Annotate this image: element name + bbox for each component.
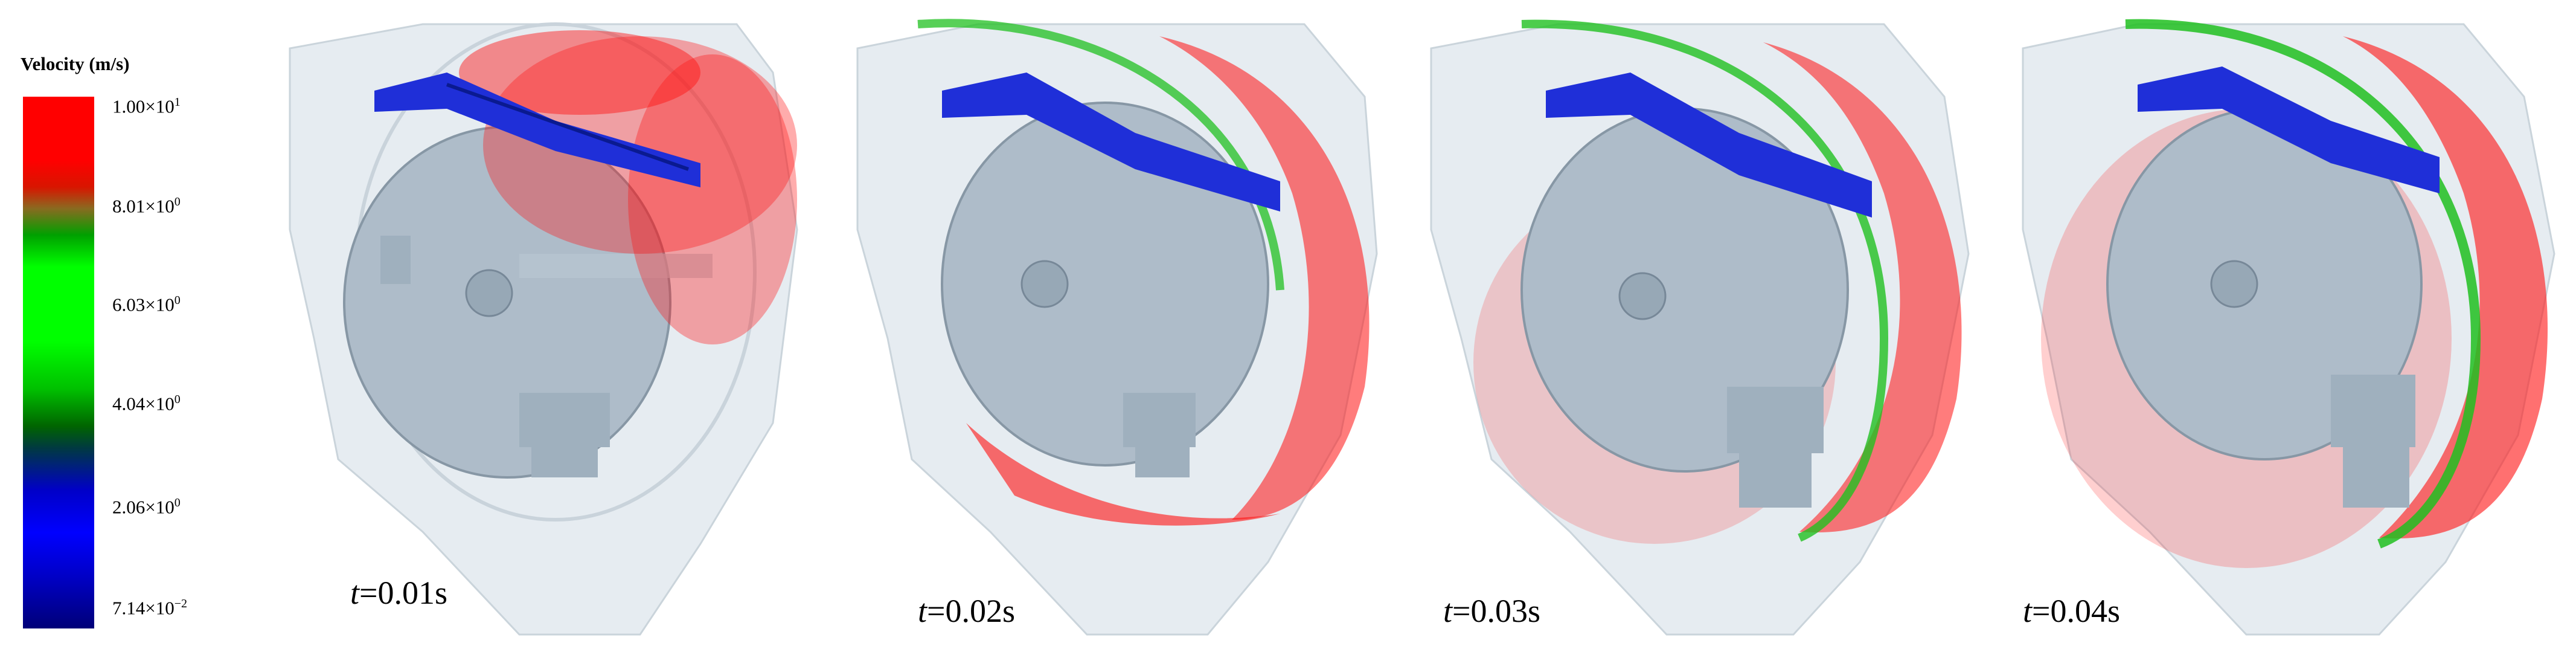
rotor-disc: [343, 126, 713, 479]
blue-particle-stream: [1546, 73, 1872, 218]
legend-tick-2: 8.01×100: [112, 195, 181, 217]
particle-render-2: [856, 19, 1378, 636]
simulation-panel-4: t=0.04s: [2005, 0, 2576, 646]
velocity-legend: Velocity (m/s) 1.00×101 8.01×100 6.03×10…: [0, 0, 254, 646]
rotor-disc: [1520, 108, 1849, 508]
simulation-panel-3: t=0.03s: [1425, 0, 2005, 646]
simulation-panel-1: t=0.01s: [266, 0, 845, 646]
time-label-4: t=0.04s: [2023, 593, 2120, 629]
simulation-panel-2: t=0.02s: [845, 0, 1425, 646]
green-particle-band: [1521, 19, 1889, 542]
red-particle-cloud: [459, 30, 797, 344]
legend-tick-5: 2.06×100: [112, 496, 181, 518]
rotor-disc: [2106, 108, 2423, 508]
time-label-2: t=0.02s: [918, 593, 1015, 629]
blue-particle-stream: [942, 73, 1280, 212]
particle-render-3: [1430, 19, 1970, 636]
rotor-disc: [941, 102, 1269, 477]
blue-particle-stream: [2138, 66, 2440, 193]
legend-tick-1: 1.00×101: [112, 95, 181, 117]
blue-particle-stream: [374, 73, 700, 187]
legend-tick-4: 4.04×100: [112, 393, 181, 415]
legend-title: Velocity (m/s): [21, 53, 130, 74]
time-label-1: t=0.01s: [350, 575, 447, 611]
legend-tick-6: 7.14×10−2: [112, 597, 188, 619]
velocity-colorbar: [23, 97, 94, 628]
particle-render-4: [2022, 19, 2555, 636]
red-particle-cloud: [966, 36, 1370, 526]
time-label-3: t=0.03s: [1443, 593, 1540, 629]
green-particle-band: [917, 19, 1284, 291]
legend-tick-3: 6.03×100: [112, 294, 181, 315]
particle-render-1: [289, 22, 798, 636]
green-particle-band: [2125, 19, 2481, 549]
